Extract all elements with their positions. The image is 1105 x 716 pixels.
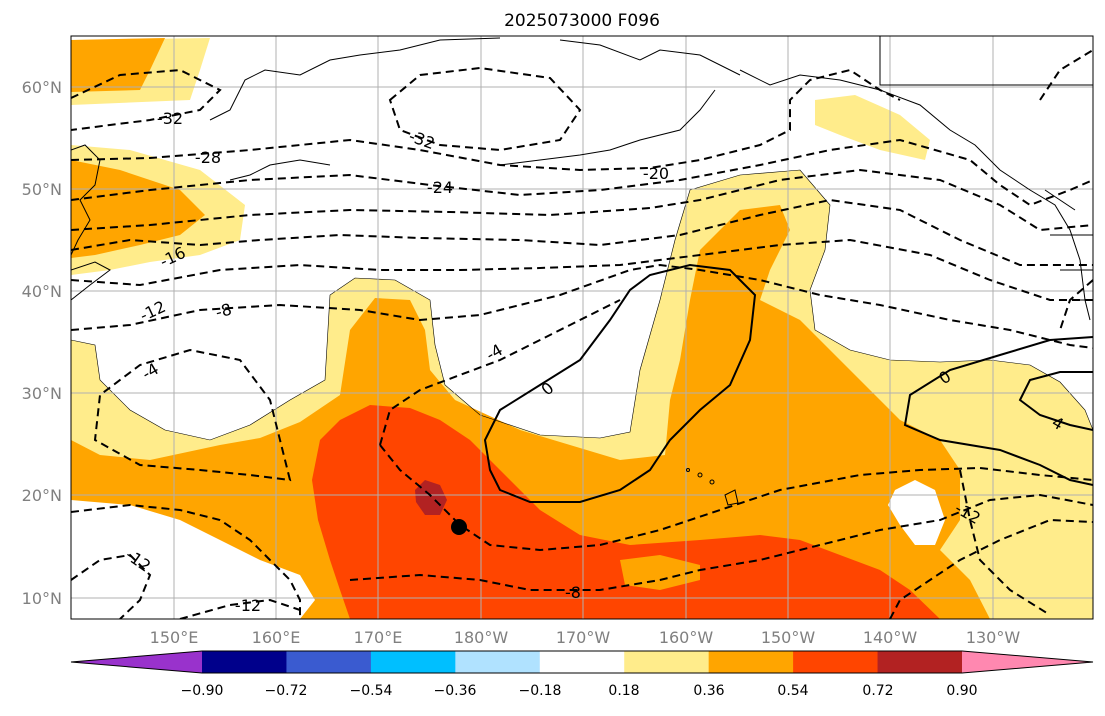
- colorbar-segment: [877, 651, 963, 673]
- lon-label: 170°E: [354, 628, 403, 647]
- colorbar-segment: [286, 651, 372, 673]
- contour-label: -32: [157, 109, 183, 128]
- lat-labels: 60°N 50°N 40°N 30°N 20°N 10°N: [22, 78, 62, 608]
- shading-pocket: [888, 480, 945, 545]
- lon-label: 170°W: [556, 628, 611, 647]
- map-frame: [70, 35, 1094, 620]
- lat-label: 20°N: [22, 486, 62, 505]
- colorbar-tick-label: −0.72: [265, 683, 308, 699]
- shading-orange: [71, 38, 990, 619]
- colorbar-extend-high: [962, 651, 1093, 673]
- colorbar-tick-label: 0.54: [777, 683, 808, 699]
- contour-label: -8: [213, 299, 233, 321]
- colorbar-segment: [624, 651, 710, 673]
- lat-label: 10°N: [22, 589, 62, 608]
- colorbar-segment: [455, 651, 541, 673]
- lon-label: 130°W: [966, 628, 1021, 647]
- colorbar-tick-label: 0.72: [862, 683, 893, 699]
- storm-center-marker: [451, 519, 467, 535]
- contour-label: -8: [565, 583, 581, 602]
- colorbar-segment: [708, 651, 794, 673]
- lat-label: 60°N: [22, 78, 62, 97]
- shading-red: [312, 405, 940, 619]
- shading-darkred: [415, 480, 447, 515]
- lon-label: 150°E: [150, 628, 199, 647]
- colorbar-outline: [70, 650, 1094, 674]
- colorbar-tick-label: −0.54: [350, 683, 393, 699]
- dashed-contours: [71, 49, 1093, 619]
- colorbar-tick-label: 0.18: [608, 683, 639, 699]
- lon-label: 140°W: [863, 628, 918, 647]
- colorbar: [70, 650, 1094, 674]
- lon-label: 180°W: [454, 628, 509, 647]
- map-area: [71, 36, 1093, 619]
- colorbar-segment: [370, 651, 456, 673]
- lat-label: 30°N: [22, 384, 62, 403]
- contour-label: -20: [643, 164, 669, 183]
- contour-label: -24: [427, 178, 453, 197]
- lon-label: 160°W: [659, 628, 714, 647]
- colorbar-segment: [202, 651, 287, 673]
- colorbar-segment: [793, 651, 879, 673]
- colorbar-tick-label: −0.90: [181, 683, 224, 699]
- colorbar-tick-label: −0.36: [434, 683, 477, 699]
- colorbar-tick-label: −0.18: [519, 683, 562, 699]
- lon-label: 150°W: [761, 628, 816, 647]
- colorbar-tick-label: 0.90: [946, 683, 977, 699]
- shading-pocket: [620, 555, 700, 590]
- lon-labels: 150°E 160°E 170°E 180°W 170°W 160°W 150°…: [150, 628, 1021, 647]
- map-title: 2025073000 F096: [504, 11, 660, 31]
- coastlines: [71, 36, 1093, 321]
- lat-label: 40°N: [22, 282, 62, 301]
- contour-label: -12: [235, 596, 261, 615]
- lon-label: 160°E: [252, 628, 301, 647]
- contour-label: -28: [195, 148, 221, 167]
- shading-pocket: [71, 500, 315, 619]
- colorbar-segment: [539, 651, 625, 673]
- solid-contours: [483, 263, 1093, 503]
- colorbar-extend-low: [71, 651, 202, 673]
- colorbar-tick-labels: −0.90 −0.72 −0.54 −0.36 −0.18 0.18 0.36 …: [181, 683, 978, 699]
- lat-label: 50°N: [22, 180, 62, 199]
- colorbar-tick-label: 0.36: [693, 683, 724, 699]
